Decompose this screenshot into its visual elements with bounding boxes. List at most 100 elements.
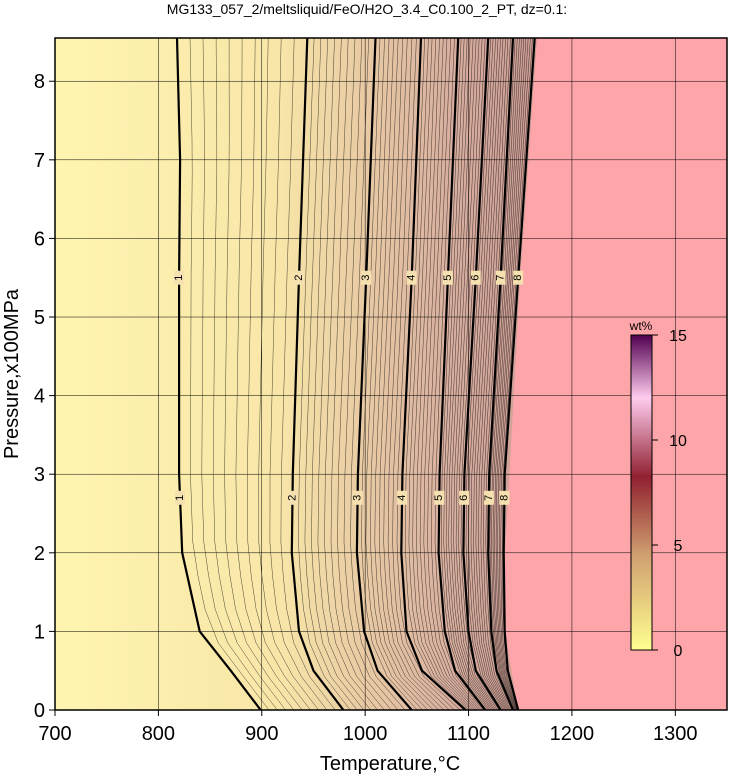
minor-contour [491, 38, 518, 710]
contour-label: 1 [173, 275, 185, 281]
minor-contour [330, 38, 385, 710]
contour-label-bg [434, 490, 445, 505]
minor-contour [460, 38, 500, 710]
minor-contour [500, 38, 531, 710]
minor-contour [489, 38, 516, 710]
contour-label: 7 [483, 495, 495, 501]
minor-contour [350, 38, 406, 710]
x-axis-label: Temperature,°C [320, 753, 460, 775]
chart-title: MG133_057_2/meltsliquid/FeO/H2O_3.4_C0.1… [167, 1, 567, 17]
minor-contour [495, 38, 525, 710]
colorbar-tick-label: 0 [674, 643, 683, 660]
y-tick-label: 7 [34, 150, 45, 172]
minor-contour [498, 38, 529, 710]
contour-label: 8 [512, 275, 524, 281]
minor-contour [448, 38, 492, 710]
x-tick-label: 1100 [447, 723, 490, 745]
colorbar-tick-label: 5 [674, 538, 683, 555]
contour-label-bg [352, 490, 363, 505]
minor-contour [475, 38, 508, 710]
minor-contour [480, 38, 510, 710]
contour-label-bg [470, 270, 481, 285]
minor-contour [434, 38, 484, 710]
contour-label-bg [406, 270, 417, 285]
minor-contour [387, 38, 450, 710]
minor-contour [304, 38, 358, 710]
contour-label: 8 [498, 495, 510, 501]
colorbar-tick-label: 15 [669, 328, 687, 345]
minor-contour [494, 38, 522, 710]
contour-label: 6 [470, 275, 482, 281]
contour-line [175, 38, 262, 710]
minor-contour [502, 38, 533, 710]
x-tick-label: 1000 [343, 723, 388, 745]
contour-label: 4 [406, 275, 418, 281]
contour-label: 5 [442, 275, 454, 281]
contour-label-bg [174, 270, 185, 285]
minor-contour [343, 38, 399, 710]
minor-contour [212, 38, 286, 710]
minor-contour [258, 38, 319, 710]
y-axis-label: Pressure,x100MPa [1, 288, 23, 459]
minor-contour [392, 38, 455, 710]
contour-label-bg [287, 490, 298, 505]
minor-contour [379, 38, 439, 710]
minor-contour [396, 38, 461, 710]
contour-label-bg [293, 270, 304, 285]
minor-contour [445, 38, 490, 710]
contour-label-bg [397, 490, 408, 505]
minor-contour [235, 38, 303, 710]
plot-frame [54, 37, 728, 711]
minor-contour [416, 38, 474, 710]
minor-contour [247, 38, 311, 710]
y-tick-label: 4 [34, 386, 45, 408]
contour-label: 7 [494, 275, 506, 281]
minor-contour [337, 38, 392, 710]
minor-contour [189, 38, 270, 710]
minor-contour [317, 38, 371, 710]
minor-contour [427, 38, 480, 710]
y-tick-label: 8 [34, 71, 45, 93]
minor-contour [497, 38, 527, 710]
x-tick-label: 700 [38, 723, 71, 745]
minor-contour [440, 38, 487, 710]
contour-label-bg [499, 490, 510, 505]
minor-contour [458, 38, 498, 710]
minor-contour [201, 38, 278, 710]
contour-label-bg [174, 490, 185, 505]
minor-contour [224, 38, 294, 710]
y-tick-label: 2 [34, 543, 45, 565]
minor-contour [419, 38, 476, 710]
minor-contour [374, 38, 434, 710]
minor-contour [423, 38, 478, 710]
minor-contour [473, 38, 506, 710]
y-tick-label: 6 [34, 228, 45, 250]
minor-contour [298, 38, 351, 710]
minor-contour [492, 38, 520, 710]
minor-contour [408, 38, 470, 710]
minor-contour [431, 38, 482, 710]
x-tick-label: 900 [245, 723, 278, 745]
minor-contour [370, 38, 428, 710]
contour-label: 3 [360, 275, 372, 281]
contour-label-bg [483, 490, 494, 505]
minor-contour [412, 38, 472, 710]
minor-contour [450, 38, 494, 710]
x-tick-label: 800 [142, 723, 175, 745]
contour-label-bg [442, 270, 453, 285]
contour-label: 5 [433, 495, 445, 501]
contour-label: 2 [286, 495, 298, 501]
minor-contour [404, 38, 468, 710]
minor-contour [269, 38, 328, 710]
x-tick-label: 1200 [550, 723, 595, 745]
y-tick-label: 1 [34, 621, 45, 643]
contour-label-bg [459, 490, 470, 505]
contour-label: 2 [293, 275, 305, 281]
contour-label: 4 [396, 495, 408, 501]
minor-contour [280, 38, 336, 710]
minor-contour [311, 38, 365, 710]
minor-contour [470, 38, 505, 710]
contour-label-bg [495, 270, 506, 285]
